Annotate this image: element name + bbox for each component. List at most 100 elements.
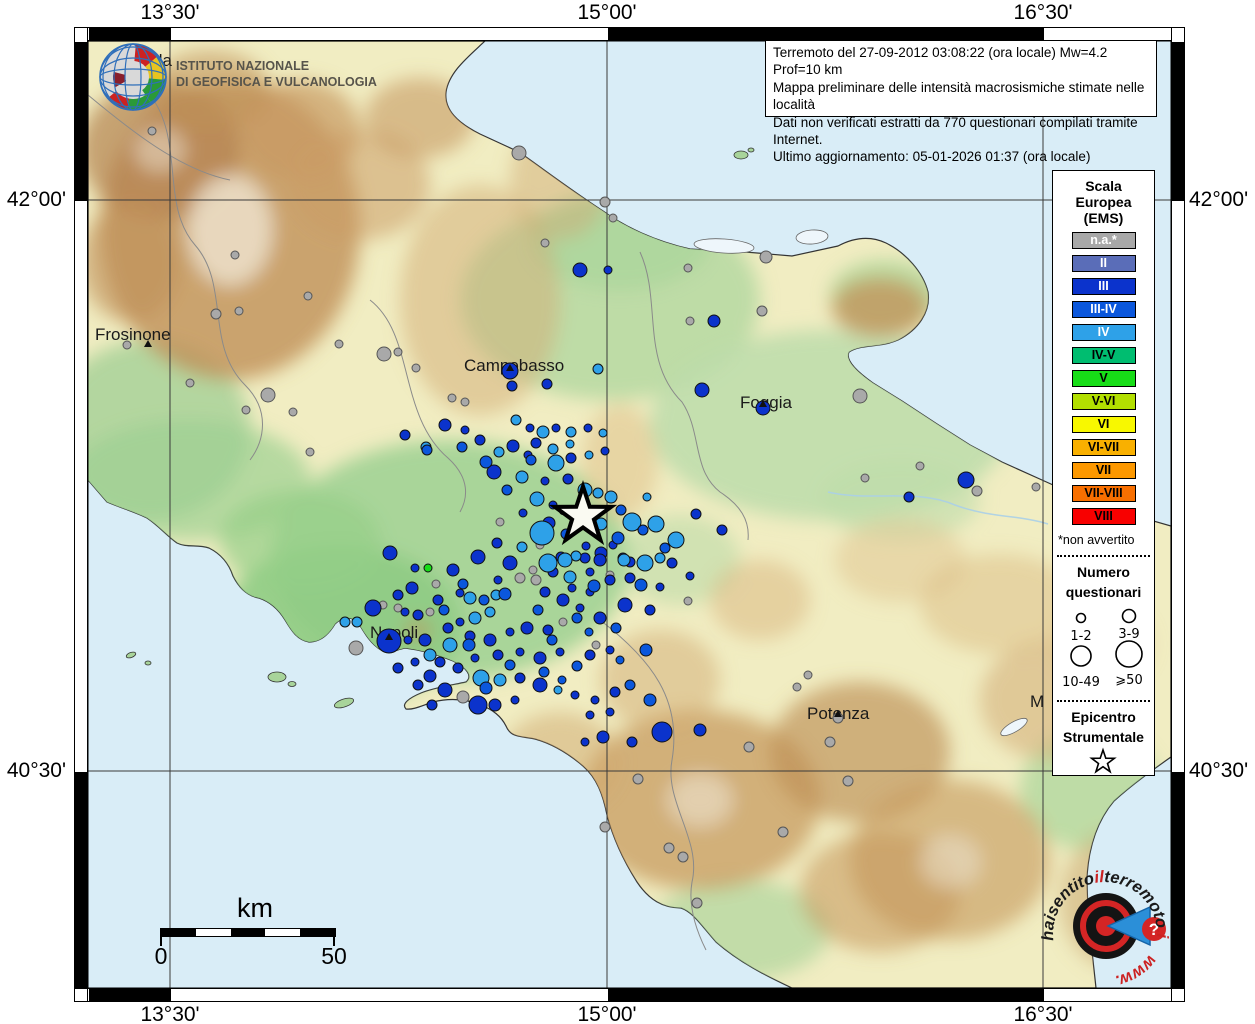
intensity-dot [654,552,666,564]
intensity-dot [423,563,433,573]
intensity-dot [518,508,528,518]
questionnaire-circle [1070,645,1092,667]
intensity-dot [553,685,563,695]
svg-text:?: ? [1149,920,1159,939]
intensity-dot [468,695,488,715]
intensity-dot [860,473,870,483]
intensity-dot [437,682,453,698]
intensity-dot [483,633,497,647]
intensity-dot [580,737,590,747]
intensity-dot [456,441,468,453]
intensity-dot [547,443,559,455]
city-marker-icon [759,400,767,407]
city-marker-icon [385,633,393,640]
intensity-dot [644,604,656,616]
ingv-globe-icon [99,43,167,111]
intensity-dot [647,515,665,533]
intensity-dot [683,596,693,606]
ems-box-vvi: V-VI [1071,393,1136,410]
axis-label-bottom-3: 16°30' [1013,1003,1073,1024]
scale-bar-start: 0 [154,943,168,969]
axis-label-left-1: 42°00' [6,188,66,211]
intensity-dot [572,262,588,278]
questionnaire-label: ⩾50 [1115,673,1142,688]
intensity-dot [903,491,915,503]
intensity-dot [412,609,424,621]
city-marker-icon [144,340,152,347]
intensity-dot [677,851,689,863]
intensity-dot [438,604,450,616]
ingv-logo: ISTITUTO NAZIONALE DI GEOFISICA E VULCAN… [96,38,426,118]
axis-label-top-2: 15°00' [577,1,637,24]
intensity-dot [405,581,419,595]
lagoon [795,229,829,245]
intensity-dot [539,586,551,598]
intensity-dot [565,439,575,449]
axis-label-bottom-2: 15°00' [577,1003,637,1024]
intensity-dot [456,690,470,704]
intensity-dot [122,340,132,350]
region-border [599,619,707,951]
intensity-dot [515,647,525,657]
ems-box-na: n.a.* [1071,232,1136,249]
intensity-dot [608,213,618,223]
intensity-dot [447,393,457,403]
intensity-dot [716,524,728,536]
questionnaire-circle [1121,608,1137,624]
intensity-dot [510,695,520,705]
region-border [88,94,231,181]
river [827,491,1049,525]
region-border [639,251,749,541]
intensity-dot [540,238,550,248]
ems-box-v: V [1071,370,1136,387]
questionnaire-label: 3-9 [1118,627,1139,642]
intensity-dot [642,492,652,502]
intensity-dot [655,582,665,592]
intensity-dot [593,611,607,625]
intensity-dot [634,578,648,592]
intensity-dot [530,437,542,449]
epicenter-title: Epicentro Strumentale [1063,709,1144,745]
intensity-dot [743,741,755,753]
intensity-dot [609,686,621,698]
intensity-dot [599,196,611,208]
intensity-dot [651,721,673,743]
intensity-dot [600,446,610,456]
intensity-dot [694,382,710,398]
city-marker-icon [834,710,842,717]
intensity-dot [455,617,465,627]
intensity-dot [555,647,565,657]
questionnaire-size-key: 1-2 3-9 10-49 ⩾50 [1062,608,1143,690]
intensity-dot [431,579,441,589]
axis-label-left-2: 40°30' [6,759,66,782]
ingv-line2: DI GEOFISICA E VULCANOLOGIA [176,75,377,89]
intensity-dot [570,690,580,700]
intensity-dot [392,589,404,601]
legend-panel: Scala Europea (EMS) n.a.* II III III-IV IV IV… [1052,170,1155,776]
islands [125,147,755,709]
map-frame-right [1171,27,1185,1002]
intensity-dot [339,616,351,628]
ems-intensity-scale: n.a.* II III III-IV IV IV-V V V-VI VI VI-VII VII VI… [1053,232,1154,525]
intensity-dot [592,363,604,375]
intensity-dot [423,648,437,662]
intensity-dot [615,655,625,665]
map-frame-left [74,27,88,1002]
intensity-dot [399,429,411,441]
intensity-dot [210,308,222,320]
intensity-dot [532,604,544,616]
intensity-dot [421,444,433,456]
legend-divider-1 [1057,555,1150,557]
lagoon [693,238,755,254]
intensity-dot [468,611,482,625]
intensity-dot [556,593,570,607]
intensity-dot [570,550,582,562]
intensity-dot [334,339,344,349]
intensity-dot [462,638,476,652]
intensity-dot [504,659,516,671]
intensity-dot [558,617,568,627]
epicenter-star-glyph [1089,747,1117,774]
intensity-dot [610,622,622,634]
legend-divider-2 [1057,700,1150,702]
